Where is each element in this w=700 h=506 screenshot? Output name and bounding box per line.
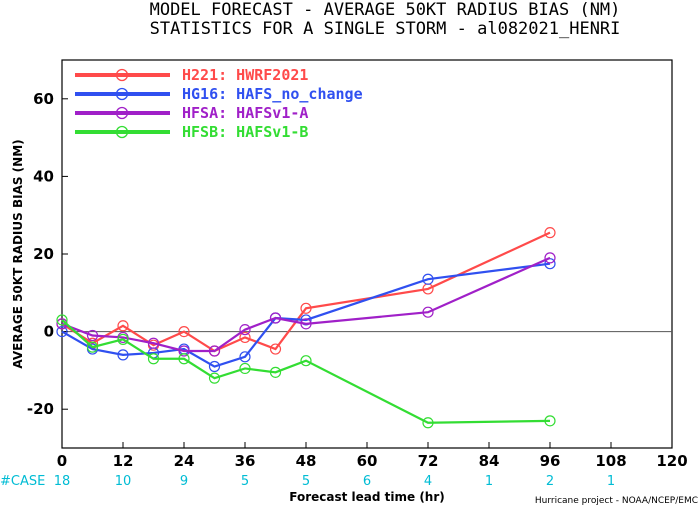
- case-count: 2: [546, 474, 554, 489]
- case-count: 18: [54, 474, 71, 489]
- data-point: [178, 353, 190, 365]
- data-point: [86, 329, 99, 342]
- y-tick-label: 20: [33, 245, 54, 263]
- case-count: 4: [424, 474, 432, 489]
- y-tick-label: 0: [44, 323, 54, 341]
- data-point: [422, 273, 434, 285]
- legend-label: HFSB: HAFSv1-B: [182, 123, 308, 141]
- legend-swatch-marker: [115, 106, 129, 120]
- case-count: 5: [302, 474, 310, 489]
- data-point: [269, 312, 282, 324]
- legend-label: HFSA: HAFSv1-A: [182, 104, 308, 122]
- data-point: [56, 314, 68, 326]
- data-point: [117, 320, 129, 332]
- legend-swatch-marker: [115, 125, 129, 139]
- data-point: [239, 362, 251, 375]
- data-point: [269, 366, 282, 378]
- data-point: [269, 343, 282, 355]
- x-tick-label: 48: [296, 452, 317, 470]
- data-point: [208, 345, 221, 357]
- data-point: [178, 326, 190, 338]
- x-tick-label: 108: [595, 452, 626, 470]
- x-tick-label: 24: [174, 452, 195, 470]
- x-tick-label: 120: [656, 452, 687, 470]
- series-line-1: [61, 262, 551, 368]
- series-layer: [56, 227, 556, 429]
- data-point: [300, 314, 312, 326]
- data-point: [239, 351, 251, 363]
- x-tick-label: 72: [418, 452, 439, 470]
- case-count: 6: [363, 474, 371, 489]
- y-axis-ticks: -20 0 20 40 60: [27, 90, 68, 418]
- x-axis-label: Forecast lead time (hr): [289, 490, 445, 504]
- plot-frame: [61, 59, 673, 449]
- legend-label: HG16: HAFS_no_change: [182, 85, 363, 103]
- x-tick-label: 96: [540, 452, 561, 470]
- data-point: [239, 324, 251, 336]
- chart-title: MODEL FORECAST - AVERAGE 50KT RADIUS BIA…: [150, 0, 621, 20]
- case-count: 1: [485, 474, 493, 489]
- data-point: [178, 345, 190, 357]
- x-tick-label: 36: [235, 452, 256, 470]
- case-count: 5: [241, 474, 249, 489]
- case-count: 1: [607, 474, 615, 489]
- data-point: [544, 227, 556, 239]
- x-tick-label: 60: [357, 452, 378, 470]
- data-point: [300, 318, 312, 330]
- legend-swatch-marker: [115, 87, 129, 101]
- data-point: [147, 353, 160, 365]
- data-point: [239, 331, 251, 344]
- data-point: [208, 360, 221, 373]
- y-tick-label: 40: [33, 167, 54, 185]
- credit-text: Hurricane project - NOAA/NCEP/EMC: [535, 496, 698, 506]
- data-point: [86, 341, 99, 353]
- x-tick-label: 84: [479, 452, 500, 470]
- x-tick-label: 12: [113, 452, 134, 470]
- data-point: [117, 349, 129, 361]
- x-axis-ticks: 0 12 24 36 48 60 72 84 96 108 120: [57, 442, 688, 470]
- data-point: [422, 306, 434, 318]
- case-counts: 18 10 9 5 5 6 4 1 2 1: [54, 474, 615, 489]
- data-point: [300, 355, 312, 367]
- y-axis-label: AVERAGE 50KT RADIUS BIAS (NM): [11, 139, 25, 368]
- y-tick-label: 60: [33, 90, 54, 108]
- data-point: [544, 252, 556, 264]
- data-point: [56, 326, 68, 338]
- series-line-0: [61, 231, 551, 353]
- series-line-3: [61, 319, 551, 424]
- data-point: [544, 415, 556, 427]
- x-tick-label: 0: [57, 452, 67, 470]
- y-tick-label: -20: [27, 400, 54, 418]
- data-point: [208, 372, 221, 384]
- case-count: 10: [115, 474, 132, 489]
- legend-label: H221: HWRF2021: [182, 66, 308, 84]
- case-label: #CASE: [0, 474, 45, 489]
- data-point: [117, 333, 129, 345]
- data-point: [422, 417, 434, 429]
- data-point: [147, 337, 160, 349]
- case-count: 9: [180, 474, 188, 489]
- legend-swatch-marker: [115, 68, 129, 82]
- series-line-2: [61, 256, 551, 353]
- chart-subtitle: STATISTICS FOR A SINGLE STORM - al082021…: [150, 19, 621, 39]
- data-point: [300, 302, 312, 314]
